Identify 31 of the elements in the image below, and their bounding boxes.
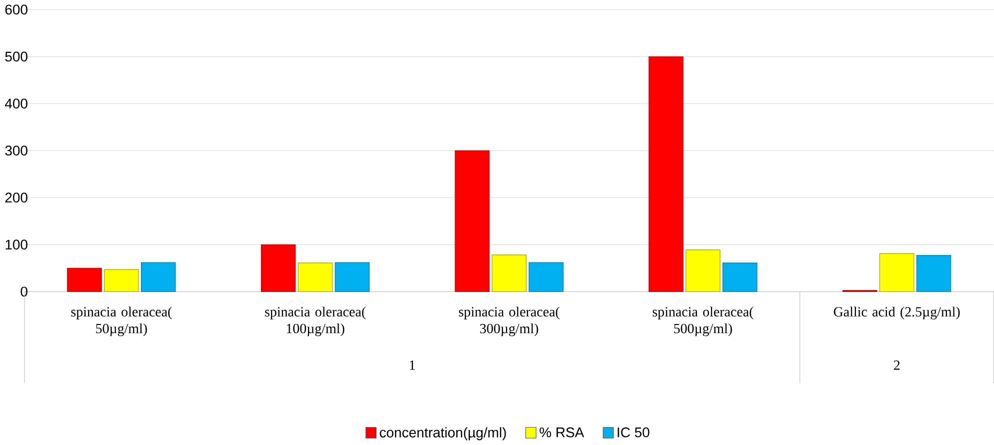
- bar: [528, 262, 564, 292]
- y-tick-label: 100: [6, 240, 28, 250]
- x-tick-label: Gallic acid (2.5µg/ml): [834, 306, 960, 320]
- bar: [686, 250, 720, 292]
- y-tick-label: 200: [5, 192, 28, 203]
- legend-label: % RSA: [540, 427, 584, 438]
- legend-label: IC 50: [618, 427, 650, 438]
- bar: [648, 56, 684, 292]
- y-tick-label: 0: [20, 286, 28, 297]
- bar: [67, 268, 102, 292]
- text: 2: [894, 360, 900, 370]
- bar: [334, 262, 370, 292]
- y-tick-label: 500: [5, 52, 28, 62]
- bar: [260, 244, 296, 292]
- bar: [298, 262, 333, 292]
- bar: [141, 262, 176, 292]
- y-tick-label: 600: [5, 4, 28, 15]
- x-tick-label: spinacia oleracea( 300µg/ml): [458, 306, 560, 336]
- bar: [492, 254, 526, 292]
- x-tick-label: spinacia oleracea( 500µg/ml): [652, 306, 754, 336]
- x-tick-label: spinacia oleracea( 50µg/ml): [71, 306, 172, 336]
- y-tick-label: 400: [4, 98, 28, 109]
- legend-label: concentration(µg/ml): [380, 427, 506, 440]
- bar: [454, 150, 490, 292]
- x-tick-label: spinacia oleracea( 100µg/ml): [265, 306, 366, 336]
- bar: [916, 255, 952, 292]
- bar: [722, 262, 758, 292]
- text: 1: [410, 360, 415, 370]
- y-tick-label: 300: [5, 146, 28, 156]
- bar: [104, 269, 139, 292]
- bar: [879, 253, 914, 292]
